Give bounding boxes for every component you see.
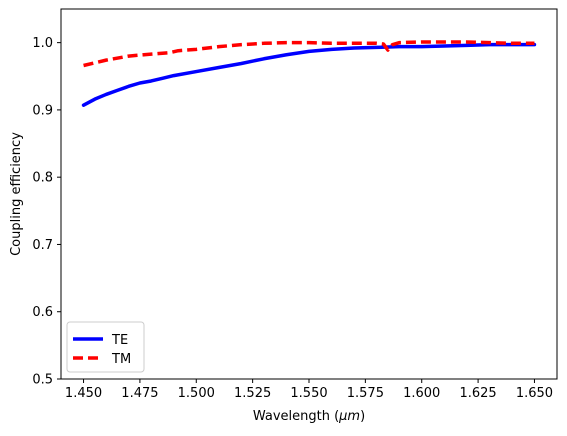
x-axis-ticks: 1.450 1.475 1.500 1.525 1.550 1.575 1.600 1.625… bbox=[65, 379, 553, 401]
y-tick-label: 0.7 bbox=[32, 238, 53, 253]
y-tick-label: 0.9 bbox=[32, 103, 53, 118]
y-tick-label: 0.6 bbox=[32, 305, 53, 320]
plot-background bbox=[61, 9, 557, 379]
legend-label-tm: TM bbox=[111, 352, 131, 367]
legend-frame bbox=[66, 321, 145, 373]
y-axis-label: Coupling efficiency bbox=[9, 132, 24, 256]
y-tick-label: 1.0 bbox=[32, 36, 53, 51]
x-tick-label: 1.575 bbox=[347, 386, 384, 401]
x-tick-label: 1.500 bbox=[178, 386, 215, 401]
y-tick-label: 0.5 bbox=[32, 373, 53, 388]
x-tick-label: 1.550 bbox=[290, 386, 327, 401]
series-layer bbox=[81, 40, 537, 107]
x-tick-label: 1.450 bbox=[65, 386, 102, 401]
series-line-tm bbox=[83, 40, 535, 68]
legend-label-te: TE bbox=[111, 333, 128, 348]
x-tick-label: 1.650 bbox=[516, 386, 553, 401]
x-tick-label: 1.475 bbox=[121, 386, 158, 401]
x-tick-label: 1.625 bbox=[459, 386, 496, 401]
legend: TE TM bbox=[66, 321, 145, 373]
x-tick-label: 1.525 bbox=[234, 386, 271, 401]
x-axis-label: Wavelength (μm) bbox=[253, 409, 365, 424]
y-axis-ticks: 0.5 0.6 0.7 0.8 0.9 1.0 bbox=[32, 36, 61, 388]
plot-area bbox=[60, 8, 558, 380]
x-axis-label-close: ) bbox=[360, 409, 365, 424]
y-tick-label: 0.8 bbox=[32, 171, 53, 186]
x-tick-label: 1.600 bbox=[403, 386, 440, 401]
x-axis-label-unit: μm bbox=[338, 409, 360, 424]
x-axis-label-text: Wavelength ( bbox=[253, 409, 339, 424]
series-line-te bbox=[81, 42, 537, 107]
